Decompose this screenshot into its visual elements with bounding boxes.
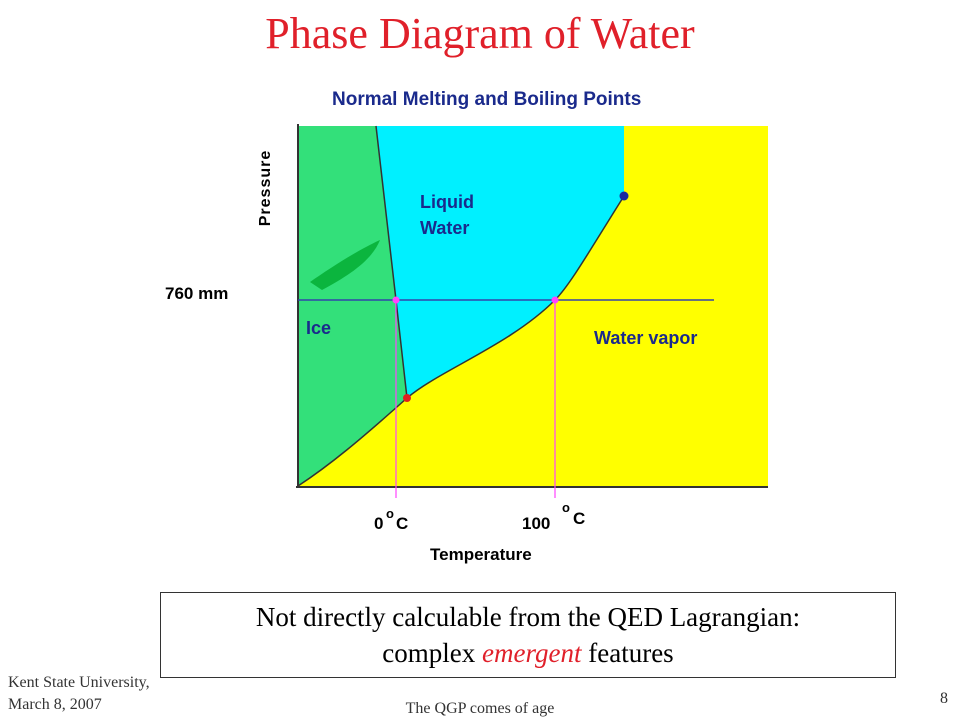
y-axis-label: Pressure <box>257 150 274 227</box>
footer-talk-title: The QGP comes of age <box>405 700 555 717</box>
liquid-region <box>376 126 624 398</box>
ice-region <box>298 126 407 486</box>
phase-diagram: Normal Melting and Boiling Points Pressu… <box>165 89 768 564</box>
melting-point <box>392 296 400 304</box>
caption-emphasis: emergent <box>482 638 582 668</box>
ice-highlight <box>310 240 380 290</box>
tick-label-0c-degree: o <box>386 506 394 521</box>
liquid-label-line1: Liquid <box>420 192 474 212</box>
footer-date: March 8, 2007 <box>8 696 102 713</box>
pressure-label: 760 mm <box>165 284 228 303</box>
tick-label-100c-unit: C <box>573 509 585 528</box>
boiling-point <box>551 296 559 304</box>
tick-label-100c-number: 100 <box>522 514 550 533</box>
x-axis-label: Temperature <box>430 545 532 564</box>
sublimation-curve <box>297 397 408 487</box>
liquid-label-line2: Water <box>420 218 469 238</box>
critical-point <box>619 191 629 201</box>
vapor-label: Water vapor <box>594 328 697 348</box>
caption-box: Not directly calculable from the QED Lag… <box>160 592 896 678</box>
tick-label-100c-degree: o <box>562 500 570 515</box>
footer-left: Kent State University, March 8, 2007 <box>8 672 150 716</box>
caption-line-2: complex emergent features <box>161 635 895 671</box>
caption-line-2-suffix: features <box>581 638 674 668</box>
ice-label: Ice <box>306 318 331 338</box>
diagram-heading: Normal Melting and Boiling Points <box>332 89 641 110</box>
page-number: 8 <box>940 690 948 707</box>
caption-line-1: Not directly calculable from the QED Lag… <box>255 602 801 632</box>
footer-institution: Kent State University, <box>8 674 150 691</box>
caption-line-2-prefix: complex <box>382 638 483 668</box>
triple-point <box>403 394 411 402</box>
tick-label-0c-number: 0 <box>374 514 383 533</box>
tick-label-0c-unit: C <box>396 514 408 533</box>
slide-title: Phase Diagram of Water <box>265 9 695 58</box>
